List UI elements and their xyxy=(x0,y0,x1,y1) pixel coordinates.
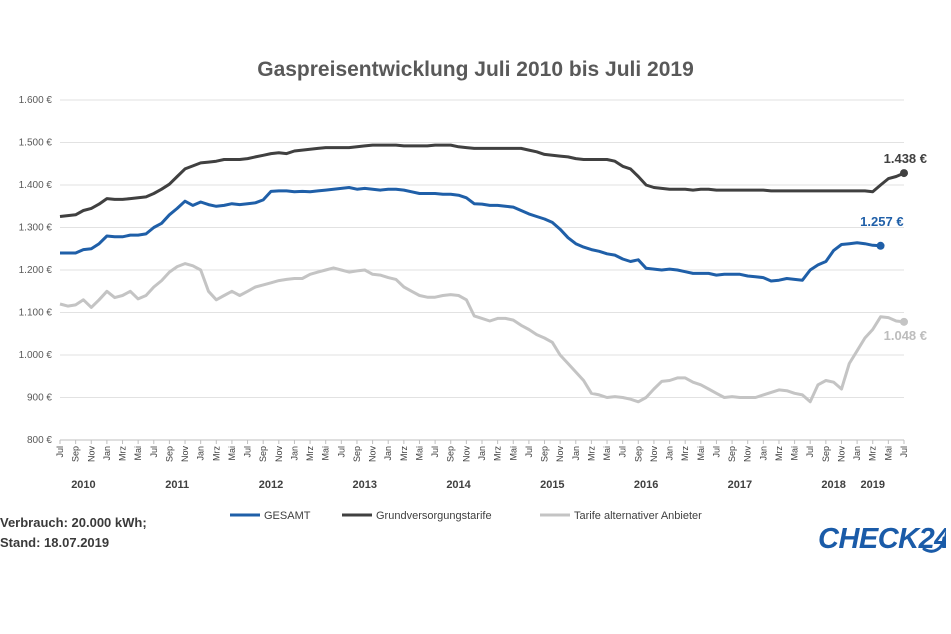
legend-label: Tarife alternativer Anbieter xyxy=(574,510,702,522)
x-tick-label: Nov xyxy=(836,446,846,463)
x-tick-label: Jan xyxy=(758,446,768,461)
x-tick-label: Jul xyxy=(430,446,440,458)
year-label: 2012 xyxy=(259,479,283,491)
y-tick-label: 1.200 € xyxy=(19,265,53,276)
legend-label: Grundversorgungstarife xyxy=(376,510,492,522)
y-tick-label: 1.000 € xyxy=(19,350,53,361)
x-tick-label: Jul xyxy=(55,446,65,458)
x-tick-label: Jan xyxy=(477,446,487,461)
x-tick-label: Sep xyxy=(258,446,268,462)
series-line xyxy=(60,145,904,216)
x-tick-label: Mrz xyxy=(586,446,596,461)
year-label: 2014 xyxy=(446,479,471,491)
x-tick-label: Mai xyxy=(133,446,143,461)
series-end-label: 1.257 € xyxy=(860,214,903,229)
series-end-marker xyxy=(900,318,908,326)
x-tick-label: Mrz xyxy=(305,446,315,461)
year-label: 2017 xyxy=(728,479,752,491)
y-tick-label: 1.600 € xyxy=(19,95,53,106)
series-end-marker xyxy=(877,242,885,250)
series-layer xyxy=(60,145,908,402)
series-end-label: 1.438 € xyxy=(884,151,927,166)
x-tick-label: Mrz xyxy=(774,446,784,461)
footnote-consumption: Verbrauch: 20.000 kWh; xyxy=(0,513,147,533)
x-tick-label: Jan xyxy=(571,446,581,461)
series-end-marker xyxy=(900,169,908,177)
x-tick-label: Mai xyxy=(790,446,800,461)
y-tick-label: 900 € xyxy=(27,393,52,404)
x-tick-label: Mrz xyxy=(118,446,128,461)
label-layer: 1.257 € 1.438 € 1.048 € xyxy=(860,151,927,343)
x-tick-label: Mai xyxy=(321,446,331,461)
x-tick-label: Mrz xyxy=(211,446,221,461)
x-tick-label: Mai xyxy=(508,446,518,461)
x-tick-label: Mai xyxy=(696,446,706,461)
year-label: 2019 xyxy=(860,479,884,491)
y-tick-label: 800 € xyxy=(27,435,52,446)
axis-layer: 800 € 900 € 1.000 € 1.100 € 1.200 € 1.300 € 1.… xyxy=(19,95,909,491)
year-label: 2016 xyxy=(634,479,658,491)
x-tick-label: Jul xyxy=(243,446,253,458)
x-tick-label: Sep xyxy=(821,446,831,462)
x-tick-label: Jan xyxy=(665,446,675,461)
x-tick-label: Nov xyxy=(743,446,753,463)
x-tick-label: Sep xyxy=(540,446,550,462)
series-end-label: 1.048 € xyxy=(884,328,927,343)
x-tick-label: Jan xyxy=(102,446,112,461)
x-tick-label: Nov xyxy=(180,446,190,463)
year-label: 2011 xyxy=(165,479,189,491)
x-tick-label: Nov xyxy=(555,446,565,463)
x-tick-label: Jul xyxy=(711,446,721,458)
y-tick-label: 1.400 € xyxy=(19,180,53,191)
x-tick-label: Mrz xyxy=(493,446,503,461)
x-tick-label: Sep xyxy=(164,446,174,462)
year-label: 2015 xyxy=(540,479,564,491)
check24-logo: CHECK24 xyxy=(816,518,946,558)
footnote: Verbrauch: 20.000 kWh; Stand: 18.07.2019 xyxy=(0,513,147,553)
x-tick-label: Nov xyxy=(274,446,284,463)
x-tick-label: Nov xyxy=(649,446,659,463)
x-tick-label: Jan xyxy=(383,446,393,461)
x-tick-label: Mrz xyxy=(399,446,409,461)
x-tick-label: Jan xyxy=(852,446,862,461)
x-tick-label: Jul xyxy=(899,446,909,458)
x-tick-label: Sep xyxy=(352,446,362,462)
y-tick-label: 1.300 € xyxy=(19,223,53,234)
x-tick-label: Sep xyxy=(633,446,643,462)
x-tick-label: Jul xyxy=(336,446,346,458)
x-tick-label: Nov xyxy=(461,446,471,463)
y-tick-label: 1.100 € xyxy=(19,308,53,319)
x-tick-label: Mai xyxy=(227,446,237,461)
legend-layer: GESAMT Grundversorgungstarife Tarife alter… xyxy=(230,510,702,522)
x-tick-label: Mai xyxy=(414,446,424,461)
x-tick-label: Nov xyxy=(86,446,96,463)
x-tick-label: Nov xyxy=(368,446,378,463)
x-tick-label: Jul xyxy=(618,446,628,458)
x-tick-label: Sep xyxy=(446,446,456,462)
x-tick-label: Sep xyxy=(727,446,737,462)
year-label: 2010 xyxy=(71,479,95,491)
year-label: 2013 xyxy=(353,479,377,491)
x-tick-label: Jan xyxy=(196,446,206,461)
x-tick-label: Jul xyxy=(805,446,815,458)
legend-label: GESAMT xyxy=(264,510,311,522)
footnote-date: Stand: 18.07.2019 xyxy=(0,533,147,553)
x-tick-label: Mai xyxy=(602,446,612,461)
x-tick-label: Jan xyxy=(289,446,299,461)
x-tick-label: Mrz xyxy=(868,446,878,461)
year-label: 2018 xyxy=(821,479,845,491)
series-line xyxy=(60,264,904,402)
y-tick-label: 1.500 € xyxy=(19,138,53,149)
x-tick-label: Sep xyxy=(71,446,81,462)
x-tick-label: Jul xyxy=(149,446,159,458)
x-tick-label: Mai xyxy=(883,446,893,461)
series-line xyxy=(60,188,881,282)
x-tick-label: Mrz xyxy=(680,446,690,461)
x-tick-label: Jul xyxy=(524,446,534,458)
